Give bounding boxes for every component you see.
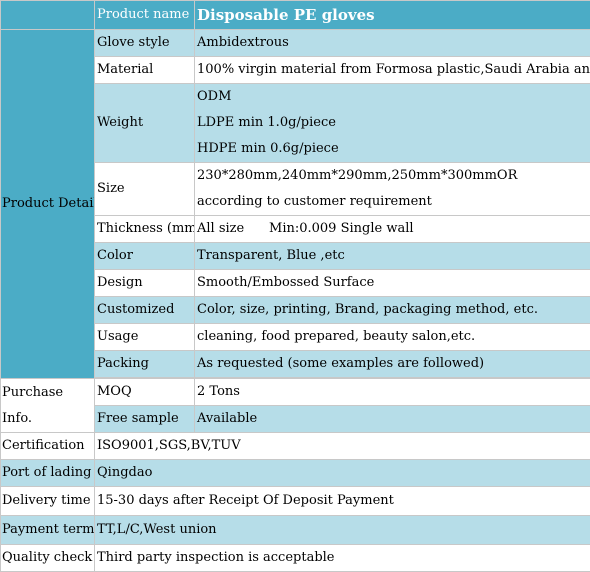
delivery-time-label: Delivery time bbox=[1, 487, 95, 516]
packing-value: As requested (some examples are followed… bbox=[195, 351, 590, 378]
header-row: Product name Disposable PE gloves bbox=[1, 1, 590, 30]
thickness-value: All size Min:0.009 Single wall bbox=[195, 216, 590, 243]
glove-style-label: Glove style bbox=[95, 30, 195, 57]
weight-line-1: ODM bbox=[197, 84, 590, 110]
section-purchase-info: Purchase Info. bbox=[1, 379, 95, 433]
purchase-info-line-2: Info. bbox=[2, 406, 94, 432]
certification-label: Certification bbox=[1, 433, 95, 460]
quality-check-value: Third party inspection is acceptable bbox=[95, 545, 590, 572]
weight-line-3: HDPE min 0.6g/piece bbox=[197, 136, 590, 162]
color-value: Transparent, Blue ,etc bbox=[195, 243, 590, 270]
moq-value: 2 Tons bbox=[195, 379, 590, 406]
certification-value: ISO9001,SGS,BV,TUV bbox=[95, 433, 590, 460]
usage-value: cleaning, food prepared, beauty salon,et… bbox=[195, 324, 590, 351]
purchase-info-line-1: Purchase bbox=[2, 380, 94, 406]
packing-label: Packing bbox=[95, 351, 195, 378]
header-blank-cell bbox=[1, 1, 95, 30]
row-port-of-lading: Port of lading Qingdao bbox=[1, 460, 590, 487]
delivery-time-value: 15-30 days after Receipt Of Deposit Paym… bbox=[95, 487, 590, 516]
product-name-value: Disposable PE gloves bbox=[195, 1, 590, 30]
thickness-label: Thickness (mm) bbox=[95, 216, 195, 243]
material-value: 100% virgin material from Formosa plasti… bbox=[195, 57, 590, 84]
size-line-1: 230*280mm,240mm*290mm,250mm*300mmOR bbox=[197, 163, 590, 189]
row-quality-check: Quality check Third party inspection is … bbox=[1, 545, 590, 572]
glove-style-value: Ambidextrous bbox=[195, 30, 590, 57]
material-label: Material bbox=[95, 57, 195, 84]
row-payment-terms: Payment terms TT,L/C,West union bbox=[1, 516, 590, 545]
row-delivery-time: Delivery time 15-30 days after Receipt O… bbox=[1, 487, 590, 516]
customized-label: Customized bbox=[95, 297, 195, 324]
usage-label: Usage bbox=[95, 324, 195, 351]
port-of-lading-label: Port of lading bbox=[1, 460, 95, 487]
quality-check-label: Quality check bbox=[1, 545, 95, 572]
row-glove-style: Product Details Glove style Ambidextrous bbox=[1, 30, 590, 57]
free-sample-label: Free sample bbox=[95, 406, 195, 433]
size-line-2: according to customer requirement bbox=[197, 189, 590, 215]
size-label: Size bbox=[95, 163, 195, 216]
design-label: Design bbox=[95, 270, 195, 297]
section-product-details: Product Details bbox=[1, 30, 95, 379]
row-moq: Purchase Info. MOQ 2 Tons bbox=[1, 379, 590, 406]
weight-line-2: LDPE min 1.0g/piece bbox=[197, 110, 590, 136]
color-label: Color bbox=[95, 243, 195, 270]
payment-terms-value: TT,L/C,West union bbox=[95, 516, 590, 545]
weight-value: ODM LDPE min 1.0g/piece HDPE min 0.6g/pi… bbox=[195, 84, 590, 163]
moq-label: MOQ bbox=[95, 379, 195, 406]
customized-value: Color, size, printing, Brand, packaging … bbox=[195, 297, 590, 324]
payment-terms-label: Payment terms bbox=[1, 516, 95, 545]
design-value: Smooth/Embossed Surface bbox=[195, 270, 590, 297]
free-sample-value: Available bbox=[195, 406, 590, 433]
port-of-lading-value: Qingdao bbox=[95, 460, 590, 487]
row-certification: Certification ISO9001,SGS,BV,TUV bbox=[1, 433, 590, 460]
weight-label: Weight bbox=[95, 84, 195, 163]
size-value: 230*280mm,240mm*290mm,250mm*300mmOR acco… bbox=[195, 163, 590, 216]
product-name-label: Product name bbox=[95, 1, 195, 30]
